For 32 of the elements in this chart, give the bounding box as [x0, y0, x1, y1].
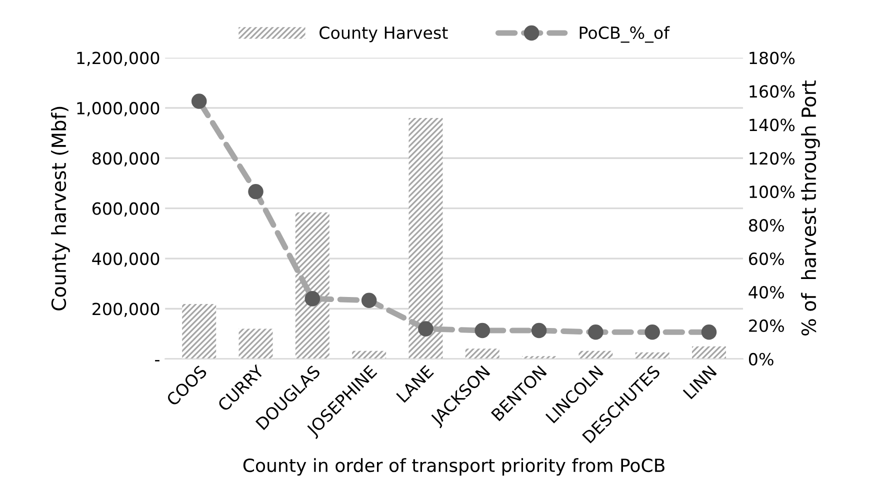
y-axis-title: County harvest (Mbf) — [51, 106, 70, 310]
y-tick-label: 800,000 — [92, 152, 160, 166]
y2-tick-label: 100% — [750, 186, 795, 198]
y2-tick-label: 160% — [750, 85, 795, 98]
bar — [522, 356, 556, 359]
bar — [578, 350, 613, 359]
y-tick-label: 1,000,000 — [77, 102, 160, 116]
y2-tick-label: 120% — [750, 152, 795, 165]
bar — [635, 352, 670, 359]
bar — [408, 118, 443, 359]
y-tick-label: 200,000 — [92, 302, 160, 317]
y2-tick-label: 20% — [749, 319, 784, 332]
y2-tick-label: 140% — [750, 118, 795, 132]
y2-axis-title: % of harvest through Port — [801, 80, 820, 336]
y-tick-label: - — [155, 360, 160, 362]
bar — [182, 304, 216, 359]
legend-label: County Harvest — [320, 26, 448, 42]
legend-label: PoCB_%_of — [580, 26, 670, 43]
y2-tick-label: 60% — [749, 252, 784, 266]
y2-tick-label: 40% — [748, 286, 784, 299]
y2-tick-label: 180% — [750, 52, 795, 64]
bar — [238, 328, 273, 359]
bar — [465, 348, 500, 359]
bar — [295, 212, 330, 359]
y2-tick-label: 80% — [748, 219, 784, 232]
bar — [352, 350, 386, 359]
y-tick-label: 1,200,000 — [77, 52, 160, 66]
x-axis-title: County in order of transport priority from PoCB — [243, 458, 664, 476]
y-tick-label: 400,000 — [92, 252, 160, 267]
bar — [692, 346, 726, 359]
y-tick-label: 600,000 — [92, 202, 160, 217]
y2-tick-label: 0% — [748, 352, 774, 366]
